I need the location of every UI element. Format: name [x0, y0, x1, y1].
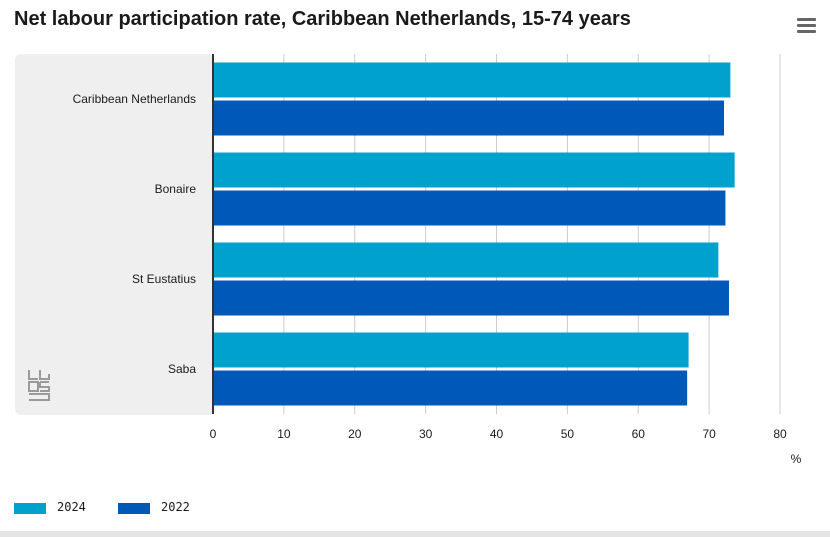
bar-2022[interactable] [214, 370, 688, 406]
cbs-logo-icon [28, 370, 50, 401]
legend-swatch-2022 [118, 503, 150, 514]
legend-item-2024[interactable]: 2024 [14, 499, 104, 519]
x-tick-label: 80 [773, 427, 787, 441]
hamburger-menu-icon[interactable] [794, 14, 820, 36]
category-label: St Eustatius [132, 272, 196, 286]
legend-swatch-2024 [14, 503, 46, 514]
category-label: Saba [168, 362, 196, 376]
x-tick-label: 10 [277, 427, 291, 441]
category-label: Caribbean Netherlands [73, 92, 196, 106]
x-tick-label: 0 [210, 427, 217, 441]
bar-2022[interactable] [214, 100, 725, 136]
bottom-bar [0, 531, 830, 537]
bar-2022[interactable] [214, 190, 726, 226]
legend-label-2024: 2024 [57, 500, 86, 514]
x-tick-label: 20 [348, 427, 362, 441]
chart-title: Net labour participation rate, Caribbean… [14, 8, 631, 30]
x-tick-label: 50 [561, 427, 575, 441]
legend-label-2022: 2022 [161, 500, 190, 514]
x-unit-label: % [791, 452, 802, 466]
category-panel [15, 54, 214, 415]
x-tick-label: 70 [702, 427, 716, 441]
x-tick-labels: 0 10 20 30 40 50 60 70 80 [210, 427, 787, 441]
x-tick-label: 60 [632, 427, 646, 441]
bar-2024[interactable] [214, 332, 689, 368]
bar-2024[interactable] [214, 242, 719, 278]
bars [214, 62, 735, 406]
category-labels: Caribbean Netherlands Bonaire St Eustatius… [73, 92, 197, 376]
legend-item-2022[interactable]: 2022 [118, 499, 208, 519]
bar-2022[interactable] [214, 280, 729, 316]
category-label: Bonaire [155, 182, 197, 196]
bar-2024[interactable] [214, 152, 735, 188]
bar-2024[interactable] [214, 62, 731, 98]
x-tick-label: 30 [419, 427, 433, 441]
x-tick-label: 40 [490, 427, 504, 441]
